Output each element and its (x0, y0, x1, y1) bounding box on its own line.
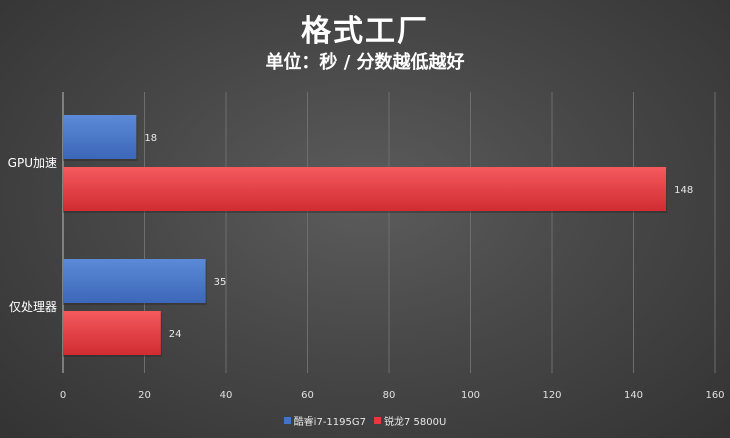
legend-swatch-series-2 (374, 417, 381, 424)
bar-series-1 (63, 259, 206, 303)
bar-value-label: 35 (214, 277, 227, 288)
x-tick-label: 60 (301, 390, 314, 401)
x-tick-label: 20 (138, 390, 151, 401)
x-tick-label: 100 (461, 390, 480, 401)
bar-series-2 (63, 311, 161, 355)
bar-value-label: 148 (674, 185, 693, 196)
category-label: GPU加速 (8, 156, 57, 170)
chart-title: 格式工厂 (301, 14, 429, 49)
chart-subtitle: 单位：秒 / 分数越低越好 (265, 52, 465, 73)
legend-item-series-1: 酷睿i7-1195G7 (283, 413, 366, 428)
legend-item-series-2: 锐龙7 5800U (374, 413, 446, 428)
legend-label-series-2: 锐龙7 5800U (384, 417, 447, 428)
bar-series-2 (63, 167, 667, 211)
legend-swatch-series-1 (283, 417, 291, 424)
bar-value-label: 24 (169, 329, 182, 340)
x-tick-label: 140 (624, 390, 643, 401)
x-tick-label: 120 (542, 390, 561, 401)
legend-label-series-1: 酷睿i7-1195G7 (293, 417, 366, 428)
x-tick-label: 40 (220, 390, 233, 401)
bar-series-1 (63, 115, 137, 159)
chart-legend: 酷睿i7-1195G7 锐龙7 5800U (0, 413, 730, 428)
x-tick-label: 160 (705, 390, 724, 401)
bar-value-label: 18 (144, 133, 157, 144)
x-tick-label: 80 (383, 390, 396, 401)
category-label: 仅处理器 (9, 300, 57, 314)
x-tick-label: 0 (60, 390, 66, 401)
